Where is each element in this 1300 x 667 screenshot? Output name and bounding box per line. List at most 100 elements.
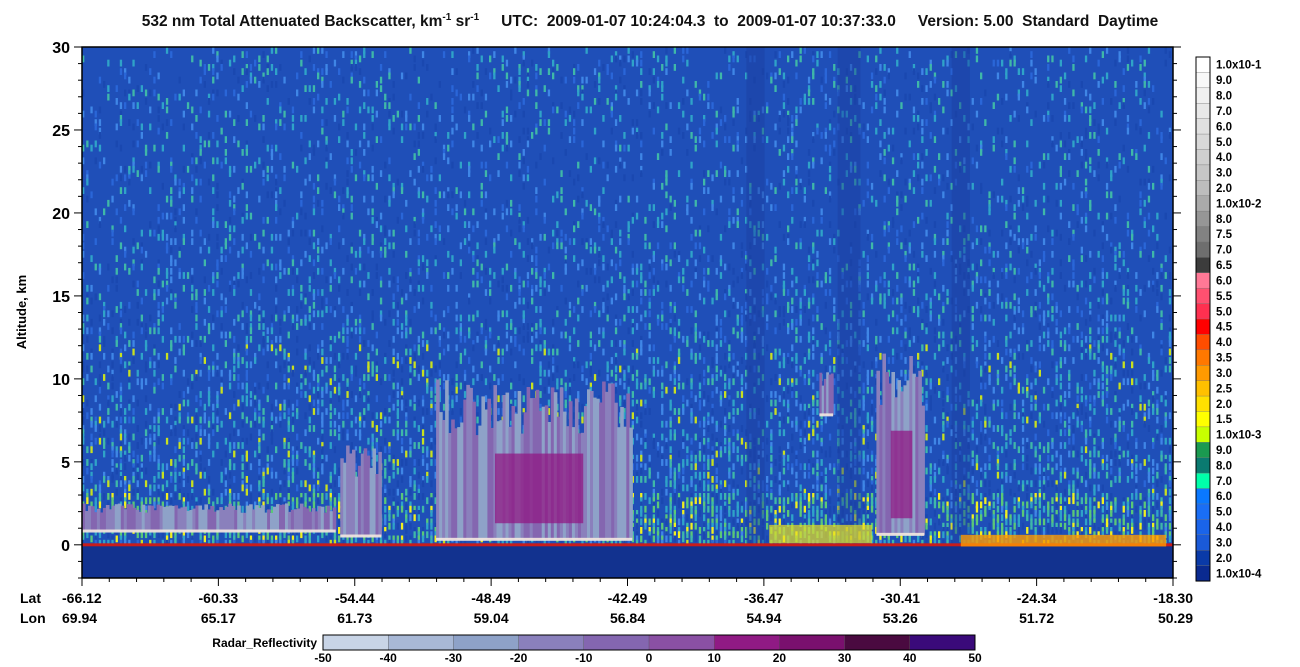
noise-pixel bbox=[216, 272, 219, 279]
noise-pixel bbox=[640, 59, 643, 67]
noise-pixel bbox=[1068, 149, 1071, 156]
noise-pixel bbox=[1089, 157, 1092, 165]
noise-pixel bbox=[493, 68, 496, 75]
noise-pixel bbox=[144, 378, 148, 386]
noise-pixel bbox=[728, 208, 731, 216]
noise-pixel bbox=[656, 81, 660, 88]
noise-pixel bbox=[300, 293, 303, 301]
noise-pixel bbox=[157, 301, 160, 309]
noise-pixel bbox=[921, 119, 924, 126]
noise-pixel bbox=[1110, 369, 1113, 377]
noise-pixel bbox=[149, 68, 152, 75]
noise-pixel bbox=[833, 403, 836, 411]
noise-pixel bbox=[1017, 199, 1020, 207]
noise-pixel bbox=[304, 85, 307, 92]
noise-pixel bbox=[161, 374, 164, 381]
noise-pixel bbox=[1089, 115, 1092, 122]
noise-pixel bbox=[438, 191, 441, 199]
noise-pixel bbox=[501, 119, 504, 126]
noise-pixel bbox=[182, 187, 185, 194]
noise-pixel bbox=[375, 182, 378, 190]
noise-pixel bbox=[451, 98, 454, 105]
noise-pixel bbox=[1084, 106, 1088, 114]
noise-pixel bbox=[413, 216, 416, 224]
noise-pixel bbox=[153, 89, 156, 97]
noise-pixel bbox=[258, 64, 261, 71]
noise-pixel bbox=[526, 174, 530, 182]
noise-pixel bbox=[400, 365, 404, 373]
noise-pixel bbox=[782, 284, 786, 292]
noise-pixel bbox=[917, 276, 920, 284]
noise-pixel bbox=[535, 344, 538, 352]
noise-pixel bbox=[740, 386, 744, 394]
noise-pixel bbox=[904, 314, 907, 322]
noise-pixel bbox=[799, 238, 802, 245]
noise-pixel bbox=[631, 352, 634, 360]
noise-pixel bbox=[568, 335, 572, 343]
noise-pixel bbox=[652, 276, 655, 284]
noise-pixel bbox=[648, 323, 651, 330]
noise-pixel bbox=[1152, 369, 1155, 377]
noise-pixel bbox=[199, 136, 202, 143]
noise-pixel bbox=[1152, 331, 1155, 339]
noise-pixel bbox=[929, 314, 932, 322]
noise-pixel bbox=[812, 132, 815, 139]
noise-pixel bbox=[833, 378, 836, 386]
noise-pixel bbox=[350, 195, 353, 203]
noise-pixel bbox=[740, 314, 744, 322]
noise-pixel bbox=[1068, 382, 1071, 390]
noise-pixel bbox=[1001, 59, 1004, 67]
noise-pixel bbox=[782, 361, 786, 369]
noise-pixel bbox=[417, 374, 420, 381]
noise-pixel bbox=[245, 416, 248, 424]
noise-pixel bbox=[963, 289, 966, 296]
noise-pixel bbox=[782, 178, 786, 186]
noise-pixel bbox=[807, 161, 811, 169]
noise-pixel bbox=[354, 149, 358, 156]
noise-pixel bbox=[799, 178, 802, 186]
noise-pixel bbox=[270, 191, 274, 199]
noise-pixel bbox=[212, 187, 215, 194]
noise-pixel bbox=[1055, 318, 1058, 326]
noise-pixel bbox=[384, 225, 387, 233]
noise-pixel bbox=[1021, 238, 1025, 245]
noise-pixel bbox=[946, 391, 949, 398]
noise-pixel bbox=[1131, 378, 1134, 386]
noise-pixel bbox=[1139, 382, 1142, 390]
noise-pixel bbox=[807, 416, 811, 424]
noise-pixel bbox=[258, 195, 261, 203]
noise-pixel bbox=[346, 340, 349, 347]
noise-pixel bbox=[258, 314, 261, 322]
title-utc-end: 2009-01-07 10:37:33.0 bbox=[737, 13, 896, 31]
noise-pixel bbox=[950, 204, 953, 211]
noise-pixel bbox=[275, 399, 278, 407]
noise-pixel bbox=[442, 327, 446, 335]
noise-pixel bbox=[329, 403, 332, 411]
noise-pixel bbox=[1026, 89, 1029, 97]
noise-pixel bbox=[925, 369, 928, 377]
noise-pixel bbox=[363, 327, 366, 335]
noise-pixel bbox=[959, 225, 962, 233]
noise-pixel bbox=[321, 81, 324, 88]
noise-pixel bbox=[539, 110, 542, 118]
noise-pixel bbox=[640, 153, 643, 160]
noise-pixel bbox=[766, 233, 769, 241]
noise-pixel bbox=[740, 331, 744, 339]
noise-pixel bbox=[610, 55, 613, 63]
noise-pixel bbox=[543, 340, 546, 347]
noise-pixel bbox=[631, 399, 634, 407]
noise-pixel bbox=[933, 238, 937, 245]
noise-pixel bbox=[950, 216, 953, 224]
noise-pixel bbox=[472, 93, 475, 101]
noise-pixel bbox=[1160, 284, 1163, 292]
noise-pixel bbox=[1105, 386, 1109, 394]
noise-pixel bbox=[317, 408, 320, 415]
noise-pixel bbox=[182, 123, 185, 131]
noise-pixel bbox=[220, 369, 223, 377]
noise-pixel bbox=[946, 89, 949, 97]
noise-pixel bbox=[207, 416, 211, 424]
noise-pixel bbox=[862, 102, 865, 109]
noise-pixel bbox=[468, 233, 471, 241]
noise-pixel bbox=[619, 115, 622, 122]
noise-pixel bbox=[933, 110, 937, 118]
